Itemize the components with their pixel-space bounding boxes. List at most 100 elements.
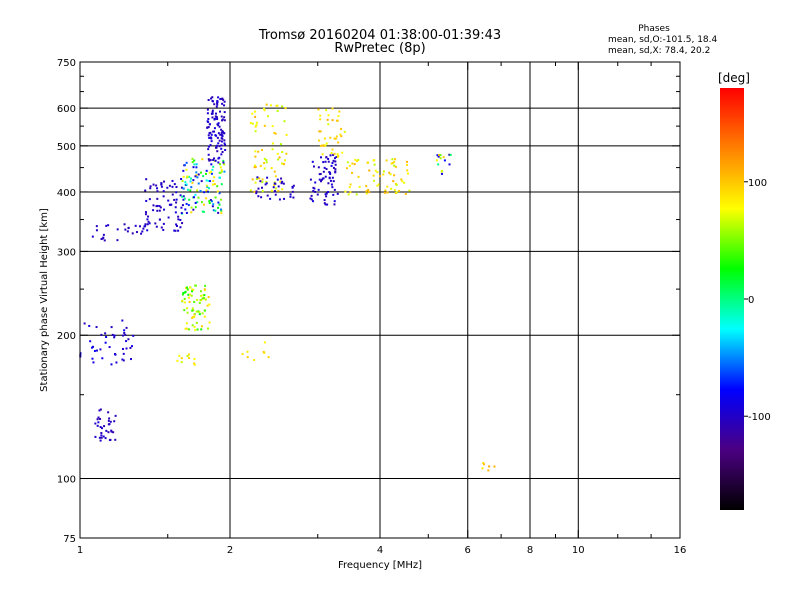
data-point bbox=[215, 105, 218, 108]
data-point bbox=[191, 307, 194, 310]
data-point bbox=[207, 295, 210, 298]
data-point bbox=[146, 218, 149, 221]
data-point bbox=[220, 115, 223, 118]
data-point bbox=[126, 230, 129, 233]
data-point bbox=[482, 463, 485, 466]
plot-area: 1 2 4 6 8 10 16 75 100 200 300 400 500 600 750 bbox=[57, 58, 686, 556]
data-point bbox=[190, 211, 193, 214]
data-point bbox=[193, 315, 196, 318]
data-point bbox=[83, 322, 86, 325]
data-point bbox=[203, 203, 206, 206]
data-point bbox=[213, 183, 216, 186]
data-point bbox=[194, 201, 197, 204]
phase-colorbar: [deg] 100 0 -100 bbox=[718, 71, 771, 510]
data-point bbox=[99, 348, 102, 351]
data-point bbox=[210, 112, 213, 115]
data-point bbox=[122, 352, 125, 355]
data-point bbox=[93, 349, 96, 352]
data-point bbox=[326, 118, 329, 121]
stats-o-mode: mean, sd,O:-101.5, 18.4 bbox=[608, 35, 718, 45]
data-point bbox=[125, 340, 128, 343]
data-point bbox=[246, 356, 249, 359]
data-point bbox=[309, 197, 312, 200]
data-point bbox=[265, 180, 268, 183]
data-point bbox=[115, 361, 118, 364]
data-point bbox=[356, 160, 359, 163]
data-point bbox=[327, 123, 330, 126]
data-point bbox=[193, 325, 196, 328]
data-point bbox=[210, 163, 213, 166]
data-point bbox=[193, 163, 196, 166]
data-point bbox=[155, 205, 158, 208]
data-point bbox=[180, 178, 183, 181]
data-point bbox=[186, 286, 189, 289]
data-point bbox=[147, 215, 150, 218]
data-point bbox=[162, 228, 165, 231]
data-point bbox=[348, 164, 351, 167]
data-point bbox=[271, 125, 274, 128]
data-point bbox=[116, 239, 119, 242]
data-point bbox=[334, 170, 337, 173]
data-point bbox=[216, 103, 219, 106]
data-point bbox=[92, 361, 95, 364]
data-point bbox=[213, 130, 216, 133]
data-point bbox=[220, 169, 223, 172]
data-point bbox=[216, 100, 219, 103]
data-point bbox=[103, 239, 106, 242]
data-point bbox=[185, 327, 188, 330]
data-point bbox=[200, 180, 203, 183]
data-point bbox=[195, 171, 198, 174]
data-point bbox=[129, 346, 132, 349]
data-point bbox=[336, 153, 339, 156]
data-point bbox=[270, 189, 273, 192]
data-point bbox=[266, 194, 269, 197]
data-point bbox=[217, 142, 220, 145]
data-point bbox=[325, 109, 328, 112]
data-point bbox=[185, 202, 188, 205]
data-point bbox=[408, 189, 411, 192]
data-point bbox=[193, 159, 196, 162]
data-point bbox=[199, 189, 202, 192]
data-point bbox=[221, 150, 224, 153]
data-point bbox=[215, 116, 218, 119]
data-point bbox=[328, 176, 331, 179]
y-tick-labels: 75 100 200 300 400 500 600 750 bbox=[57, 58, 76, 545]
data-point bbox=[437, 154, 440, 157]
data-point bbox=[310, 198, 313, 201]
data-point bbox=[107, 224, 110, 227]
data-point bbox=[319, 173, 322, 176]
x-tick-labels: 1 2 4 6 8 10 16 bbox=[77, 545, 687, 556]
data-point bbox=[335, 135, 338, 138]
data-point bbox=[113, 420, 116, 423]
data-point bbox=[254, 110, 257, 113]
data-point bbox=[216, 190, 219, 193]
data-point bbox=[398, 190, 401, 193]
data-point bbox=[319, 114, 322, 117]
data-point bbox=[246, 350, 249, 353]
x-tick-label: 1 bbox=[77, 545, 83, 556]
data-point bbox=[329, 136, 332, 139]
data-point bbox=[322, 170, 325, 173]
data-point bbox=[98, 436, 101, 439]
data-point bbox=[207, 145, 210, 148]
data-point bbox=[186, 188, 189, 191]
data-point bbox=[180, 212, 183, 215]
data-point bbox=[281, 151, 284, 154]
data-point bbox=[211, 96, 214, 99]
data-point bbox=[347, 193, 350, 196]
data-point bbox=[187, 328, 190, 331]
data-point bbox=[158, 209, 161, 212]
data-point bbox=[493, 465, 496, 468]
data-point bbox=[261, 186, 264, 189]
data-point bbox=[221, 135, 224, 138]
data-point bbox=[406, 169, 409, 172]
data-point bbox=[91, 345, 94, 348]
data-point bbox=[196, 189, 199, 192]
data-point bbox=[254, 164, 257, 167]
data-point bbox=[148, 198, 151, 201]
data-point bbox=[144, 213, 147, 216]
data-point bbox=[263, 107, 266, 110]
data-point bbox=[214, 159, 217, 162]
data-point bbox=[189, 293, 192, 296]
data-point bbox=[271, 148, 274, 151]
